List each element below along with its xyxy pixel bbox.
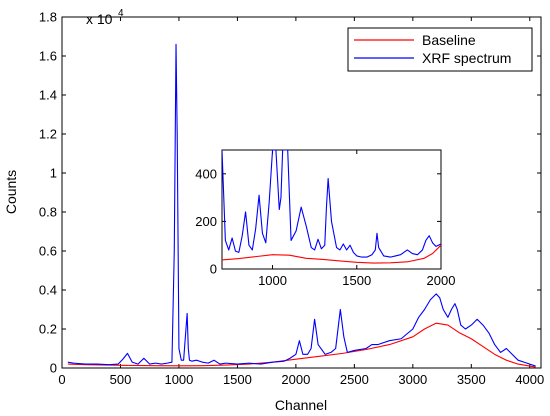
inset-series-xrf-spectrum [222, 150, 441, 258]
main-ytick-label: 1.4 [39, 88, 57, 103]
main-xtick-label: 3500 [457, 372, 486, 387]
y-exponent-base: x 10 [86, 11, 113, 27]
legend-label-baseline: Baseline [422, 32, 476, 48]
main-series-xrf-spectrum [67, 43, 536, 367]
inset-xtick-label: 2000 [427, 273, 456, 288]
main-ytick-label: 0.4 [39, 283, 57, 298]
legend: Baseline XRF spectrum [347, 27, 533, 72]
inset-ytick-label: 400 [195, 166, 217, 181]
inset-plot-area [221, 149, 442, 270]
inset-xtick-label: 1500 [342, 273, 371, 288]
x-axis-label: Channel [275, 397, 327, 413]
main-ytick-label: 0 [50, 361, 57, 376]
main-ytick-label: 1.2 [39, 127, 57, 142]
main-series-baseline [67, 322, 536, 368]
main-ytick-label: 0.6 [39, 244, 57, 259]
main-xtick-label: 500 [110, 372, 132, 387]
legend-box [347, 27, 533, 72]
main-xtick-label: 2000 [281, 372, 310, 387]
inset-ticks: 1000 1500 2000 0 200 400 [195, 150, 455, 288]
main-xtick-label: 2500 [340, 372, 369, 387]
inset-series-baseline [222, 244, 441, 264]
main-ytick-label: 0.8 [39, 205, 57, 220]
main-ytick-label: 1.6 [39, 49, 57, 64]
y-exponent: 4 [118, 8, 124, 19]
main-ticks: 0 500 1000 1500 2000 2500 3000 3500 400000.20.40… [39, 10, 544, 387]
legend-label-xrf: XRF spectrum [422, 50, 511, 66]
inset-ytick-label: 0 [210, 262, 217, 277]
main-xtick-label: 3000 [398, 372, 427, 387]
main-xtick-label: 4000 [515, 372, 544, 387]
y-axis-label: Counts [3, 170, 19, 214]
main-xtick-label: 0 [58, 372, 65, 387]
inset-plot: 1000 1500 2000 0 200 400 [195, 149, 455, 288]
main-xtick-label: 1000 [164, 372, 193, 387]
main-xtick-label: 1500 [223, 372, 252, 387]
inset-series [222, 150, 441, 264]
main-ytick-label: 1 [50, 166, 57, 181]
main-ytick-label: 0.2 [39, 322, 57, 337]
main-series [67, 43, 536, 368]
inset-ytick-label: 200 [195, 214, 217, 229]
inset-xtick-label: 1000 [258, 273, 287, 288]
main-ytick-label: 1.8 [39, 10, 57, 25]
